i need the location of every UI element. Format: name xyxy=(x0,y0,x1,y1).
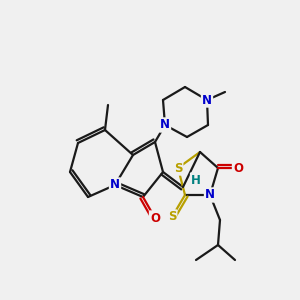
Text: N: N xyxy=(110,178,120,191)
Text: N: N xyxy=(205,188,215,202)
Text: S: S xyxy=(168,211,176,224)
Text: N: N xyxy=(160,118,170,131)
Text: O: O xyxy=(150,212,160,224)
Text: N: N xyxy=(202,94,212,106)
Text: S: S xyxy=(174,161,182,175)
Text: O: O xyxy=(233,161,243,175)
Text: H: H xyxy=(191,173,201,187)
